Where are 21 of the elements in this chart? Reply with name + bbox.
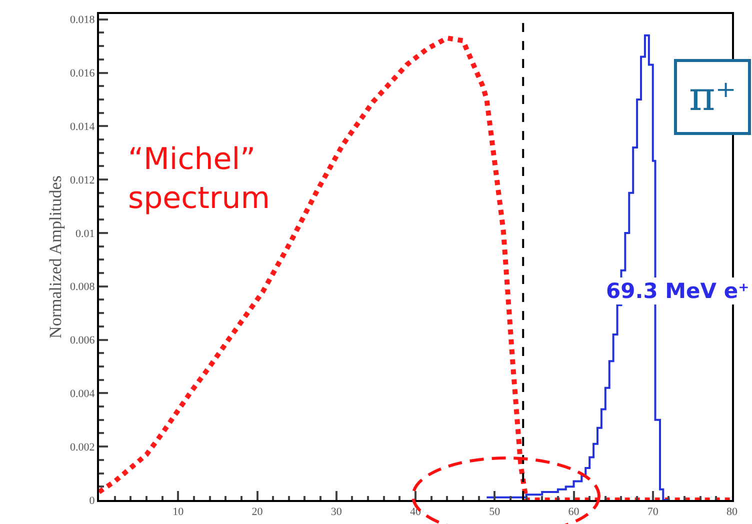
y-tick-label: 0.018 bbox=[70, 14, 96, 26]
y-tick-label: 0.01 bbox=[76, 228, 95, 240]
y-tick-label: 0 bbox=[89, 494, 96, 507]
x-tick-label: 70 bbox=[647, 506, 659, 518]
y-tick-label: 0.004 bbox=[70, 388, 96, 400]
y-tick-label: 0.002 bbox=[70, 441, 95, 454]
x-tick-label: 80 bbox=[726, 506, 738, 518]
annotation: “Michel” spectrum bbox=[128, 142, 270, 216]
annotation: π⁺ bbox=[689, 74, 736, 120]
y-tick-label: 0.008 bbox=[70, 281, 96, 294]
x-tick-label: 30 bbox=[330, 506, 342, 518]
annotation: 69.3 MeV e⁺ bbox=[606, 279, 750, 303]
x-tick-label: 10 bbox=[172, 506, 184, 518]
x-tick-label: 50 bbox=[489, 506, 501, 518]
y-tick-label: 0.014 bbox=[70, 121, 96, 133]
y-tick-label: 0.006 bbox=[70, 334, 96, 347]
y-tick-label: 0.016 bbox=[70, 68, 96, 80]
y-tick-label: 0.012 bbox=[70, 174, 95, 186]
y-axis-title: Normalized Amplitudes bbox=[46, 176, 66, 338]
x-tick-label: 20 bbox=[252, 506, 264, 518]
x-tick-label: 60 bbox=[568, 506, 580, 518]
